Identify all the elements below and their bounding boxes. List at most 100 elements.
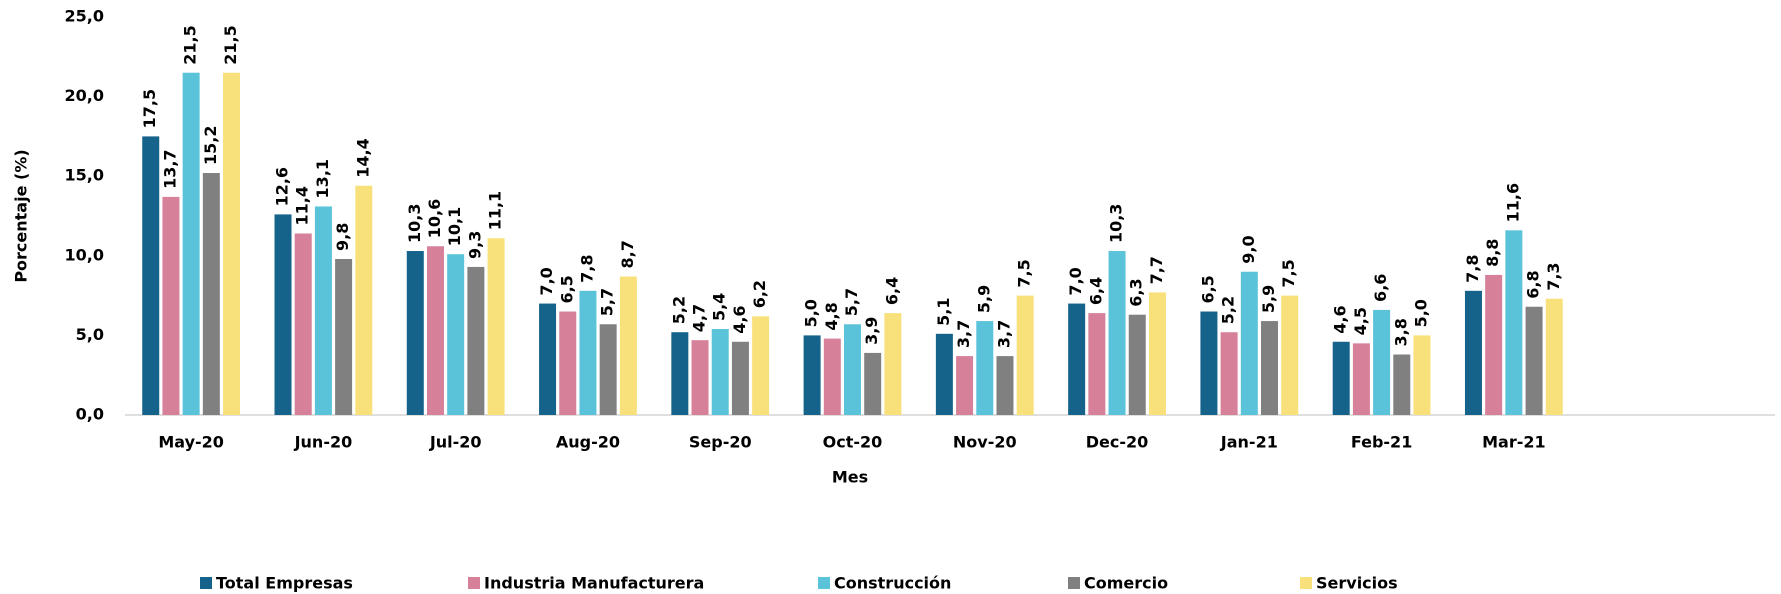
bar — [162, 196, 180, 415]
x-tick-label: Feb-21 — [1351, 433, 1413, 452]
legend-label: Construcción — [834, 574, 951, 593]
data-label: 3,7 — [994, 320, 1013, 348]
bar — [355, 185, 373, 415]
y-tick-label: 25,0 — [65, 7, 104, 26]
data-label: 4,8 — [822, 302, 841, 330]
x-axis-label: Mes — [832, 468, 868, 487]
bar — [314, 206, 332, 415]
x-tick-label: Jun-20 — [294, 433, 353, 452]
data-label: 7,5 — [1279, 259, 1298, 287]
bar — [559, 311, 577, 415]
bar — [1220, 332, 1238, 415]
bar — [335, 258, 353, 415]
data-label: 13,1 — [313, 159, 332, 198]
bar — [935, 333, 953, 415]
bar — [1128, 314, 1146, 415]
data-label: 3,9 — [862, 317, 881, 345]
bar — [1240, 271, 1258, 415]
bar — [579, 290, 597, 415]
data-label: 7,8 — [577, 254, 596, 282]
bar — [884, 313, 902, 415]
data-label: 4,5 — [1351, 307, 1370, 335]
data-label: 6,3 — [1127, 278, 1146, 306]
x-tick-label: Nov-20 — [953, 433, 1017, 452]
bar — [1068, 303, 1086, 415]
bar — [1352, 343, 1370, 415]
x-tick-label: Oct-20 — [823, 433, 883, 452]
bar — [1485, 274, 1503, 415]
bar — [426, 246, 444, 415]
bar — [1016, 295, 1034, 415]
y-tick-label: 15,0 — [65, 166, 104, 185]
bar — [467, 266, 485, 415]
x-tick-label: Dec-20 — [1086, 433, 1149, 452]
legend-label: Comercio — [1084, 574, 1168, 593]
data-label: 5,0 — [802, 299, 821, 327]
data-label: 6,8 — [1524, 270, 1543, 298]
x-tick-label: Mar-21 — [1482, 433, 1546, 452]
bar — [1545, 298, 1563, 415]
bar — [752, 316, 770, 415]
data-label: 5,0 — [1411, 299, 1430, 327]
data-label: 17,5 — [140, 89, 159, 128]
bar — [803, 335, 821, 415]
data-label: 7,5 — [1015, 259, 1034, 287]
data-label: 11,1 — [486, 191, 505, 230]
bar — [1393, 354, 1411, 415]
legend-label: Total Empresas — [216, 574, 353, 593]
x-tick-label: Sep-20 — [689, 433, 752, 452]
bar — [844, 324, 861, 415]
bar — [142, 136, 160, 415]
data-label: 14,4 — [353, 138, 372, 177]
y-tick-label: 10,0 — [65, 245, 104, 264]
data-label: 11,4 — [293, 186, 312, 225]
x-tick-label: Aug-20 — [556, 433, 620, 452]
legend-swatch — [818, 577, 830, 589]
bar — [539, 303, 557, 415]
bar — [691, 340, 709, 415]
bar — [1525, 306, 1543, 415]
bar — [1373, 309, 1391, 415]
data-label: 12,6 — [273, 167, 292, 206]
legend-label: Servicios — [1316, 574, 1398, 593]
data-label: 9,3 — [465, 231, 484, 259]
data-label: 13,7 — [160, 149, 179, 188]
bar — [996, 356, 1014, 415]
y-tick-label: 20,0 — [65, 86, 104, 105]
data-label: 5,7 — [842, 288, 861, 316]
bar — [274, 214, 292, 415]
bar — [1464, 290, 1482, 415]
data-label: 9,8 — [333, 223, 352, 251]
bar — [599, 324, 617, 415]
data-label: 6,4 — [1086, 277, 1105, 305]
data-label: 8,8 — [1483, 239, 1502, 267]
bar — [976, 321, 994, 415]
bar — [202, 173, 220, 415]
bar — [864, 352, 882, 415]
bar — [182, 72, 200, 415]
y-tick-label: 0,0 — [76, 405, 104, 424]
bar — [1088, 313, 1106, 415]
bar — [1261, 321, 1279, 415]
x-tick-label: Jan-21 — [1220, 433, 1278, 452]
data-label: 11,6 — [1503, 183, 1522, 222]
bar — [1332, 341, 1350, 415]
data-label: 6,5 — [557, 275, 576, 303]
data-label: 5,1 — [934, 297, 953, 325]
data-label: 5,2 — [669, 296, 688, 324]
bar — [1505, 230, 1523, 415]
data-label: 5,9 — [974, 285, 993, 313]
data-label: 3,7 — [954, 320, 973, 348]
bar — [1413, 335, 1431, 415]
bar — [447, 254, 465, 415]
bar — [223, 72, 241, 415]
data-label: 21,5 — [181, 25, 200, 64]
data-label: 5,7 — [598, 288, 617, 316]
data-label: 7,3 — [1544, 262, 1563, 290]
data-label: 7,0 — [537, 267, 556, 295]
bar — [294, 233, 312, 415]
data-label: 4,7 — [690, 304, 709, 332]
y-axis-label: Porcentaje (%) — [12, 149, 31, 282]
data-label: 7,8 — [1463, 254, 1482, 282]
